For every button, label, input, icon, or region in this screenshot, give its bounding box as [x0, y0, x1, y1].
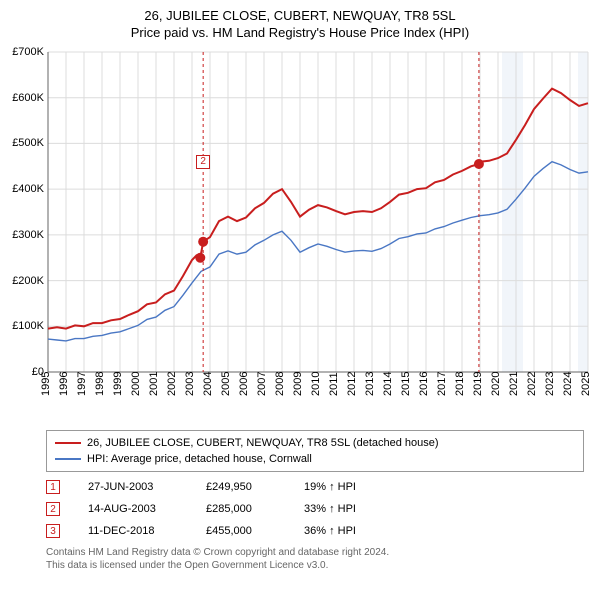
- price-chart: £0£100K£200K£300K£400K£500K£600K£700K199…: [8, 46, 592, 424]
- x-axis-tick: 2012: [346, 372, 358, 396]
- x-axis-tick: 2008: [274, 372, 286, 396]
- x-axis-tick: 2000: [130, 372, 142, 396]
- legend-label: 26, JUBILEE CLOSE, CUBERT, NEWQUAY, TR8 …: [87, 437, 439, 449]
- x-axis-tick: 2021: [508, 372, 520, 396]
- y-axis-tick: £500K: [12, 137, 44, 149]
- transaction-badge: 3: [46, 524, 60, 538]
- chart-title: 26, JUBILEE CLOSE, CUBERT, NEWQUAY, TR8 …: [8, 8, 592, 23]
- footer-line: This data is licensed under the Open Gov…: [46, 559, 584, 572]
- x-axis-tick: 2002: [166, 372, 178, 396]
- x-axis-tick: 2010: [310, 372, 322, 396]
- y-axis-tick: £100K: [12, 320, 44, 332]
- x-axis-tick: 2009: [292, 372, 304, 396]
- legend-swatch: [55, 458, 81, 460]
- x-axis-tick: 2011: [328, 372, 340, 396]
- x-axis-tick: 1995: [40, 372, 52, 396]
- legend-row: HPI: Average price, detached house, Corn…: [55, 451, 575, 467]
- transaction-table: 1 27-JUN-2003 £249,950 19% ↑ HPI 2 14-AUG-200…: [46, 476, 584, 542]
- transaction-badge: 1: [46, 480, 60, 494]
- x-axis-tick: 2006: [238, 372, 250, 396]
- transaction-price: £285,000: [206, 503, 276, 515]
- x-axis-tick: 2025: [580, 372, 592, 396]
- x-axis-tick: 1998: [94, 372, 106, 396]
- transaction-price: £249,950: [206, 481, 276, 493]
- x-axis-tick: 2015: [400, 372, 412, 396]
- y-axis-tick: £700K: [12, 46, 44, 58]
- footer-line: Contains HM Land Registry data © Crown c…: [46, 546, 584, 559]
- legend-label: HPI: Average price, detached house, Corn…: [87, 453, 312, 465]
- transaction-badge: 2: [46, 502, 60, 516]
- legend-row: 26, JUBILEE CLOSE, CUBERT, NEWQUAY, TR8 …: [55, 435, 575, 451]
- x-axis-tick: 2024: [562, 372, 574, 396]
- x-axis-tick: 2022: [526, 372, 538, 396]
- x-axis-tick: 2023: [544, 372, 556, 396]
- x-axis-tick: 2018: [454, 372, 466, 396]
- legend: 26, JUBILEE CLOSE, CUBERT, NEWQUAY, TR8 …: [46, 430, 584, 472]
- transaction-row: 3 11-DEC-2018 £455,000 36% ↑ HPI: [46, 520, 584, 542]
- x-axis-tick: 2007: [256, 372, 268, 396]
- x-axis-tick: 2004: [202, 372, 214, 396]
- transaction-hpi: 36% ↑ HPI: [304, 525, 356, 537]
- transaction-date: 14-AUG-2003: [88, 503, 178, 515]
- y-axis-tick: £200K: [12, 275, 44, 287]
- transaction-row: 2 14-AUG-2003 £285,000 33% ↑ HPI: [46, 498, 584, 520]
- legend-swatch: [55, 442, 81, 444]
- x-axis-tick: 2005: [220, 372, 232, 396]
- transaction-date: 11-DEC-2018: [88, 525, 178, 537]
- y-axis-tick: £300K: [12, 229, 44, 241]
- x-axis-tick: 1997: [76, 372, 88, 396]
- transaction-price: £455,000: [206, 525, 276, 537]
- x-axis-tick: 2003: [184, 372, 196, 396]
- transaction-hpi: 33% ↑ HPI: [304, 503, 356, 515]
- transaction-hpi: 19% ↑ HPI: [304, 481, 356, 493]
- y-axis-tick: £600K: [12, 92, 44, 104]
- x-axis-tick: 2014: [382, 372, 394, 396]
- transaction-date: 27-JUN-2003: [88, 481, 178, 493]
- x-axis-tick: 2001: [148, 372, 160, 396]
- x-axis-tick: 2016: [418, 372, 430, 396]
- x-axis-tick: 2019: [472, 372, 484, 396]
- data-attribution: Contains HM Land Registry data © Crown c…: [46, 546, 584, 572]
- x-axis-tick: 1999: [112, 372, 124, 396]
- y-axis-tick: £400K: [12, 183, 44, 195]
- transaction-row: 1 27-JUN-2003 £249,950 19% ↑ HPI: [46, 476, 584, 498]
- x-axis-tick: 2020: [490, 372, 502, 396]
- chart-subtitle: Price paid vs. HM Land Registry's House …: [8, 25, 592, 40]
- x-axis-tick: 2013: [364, 372, 376, 396]
- marker-badge: 2: [196, 155, 210, 169]
- x-axis-tick: 1996: [58, 372, 70, 396]
- x-axis-tick: 2017: [436, 372, 448, 396]
